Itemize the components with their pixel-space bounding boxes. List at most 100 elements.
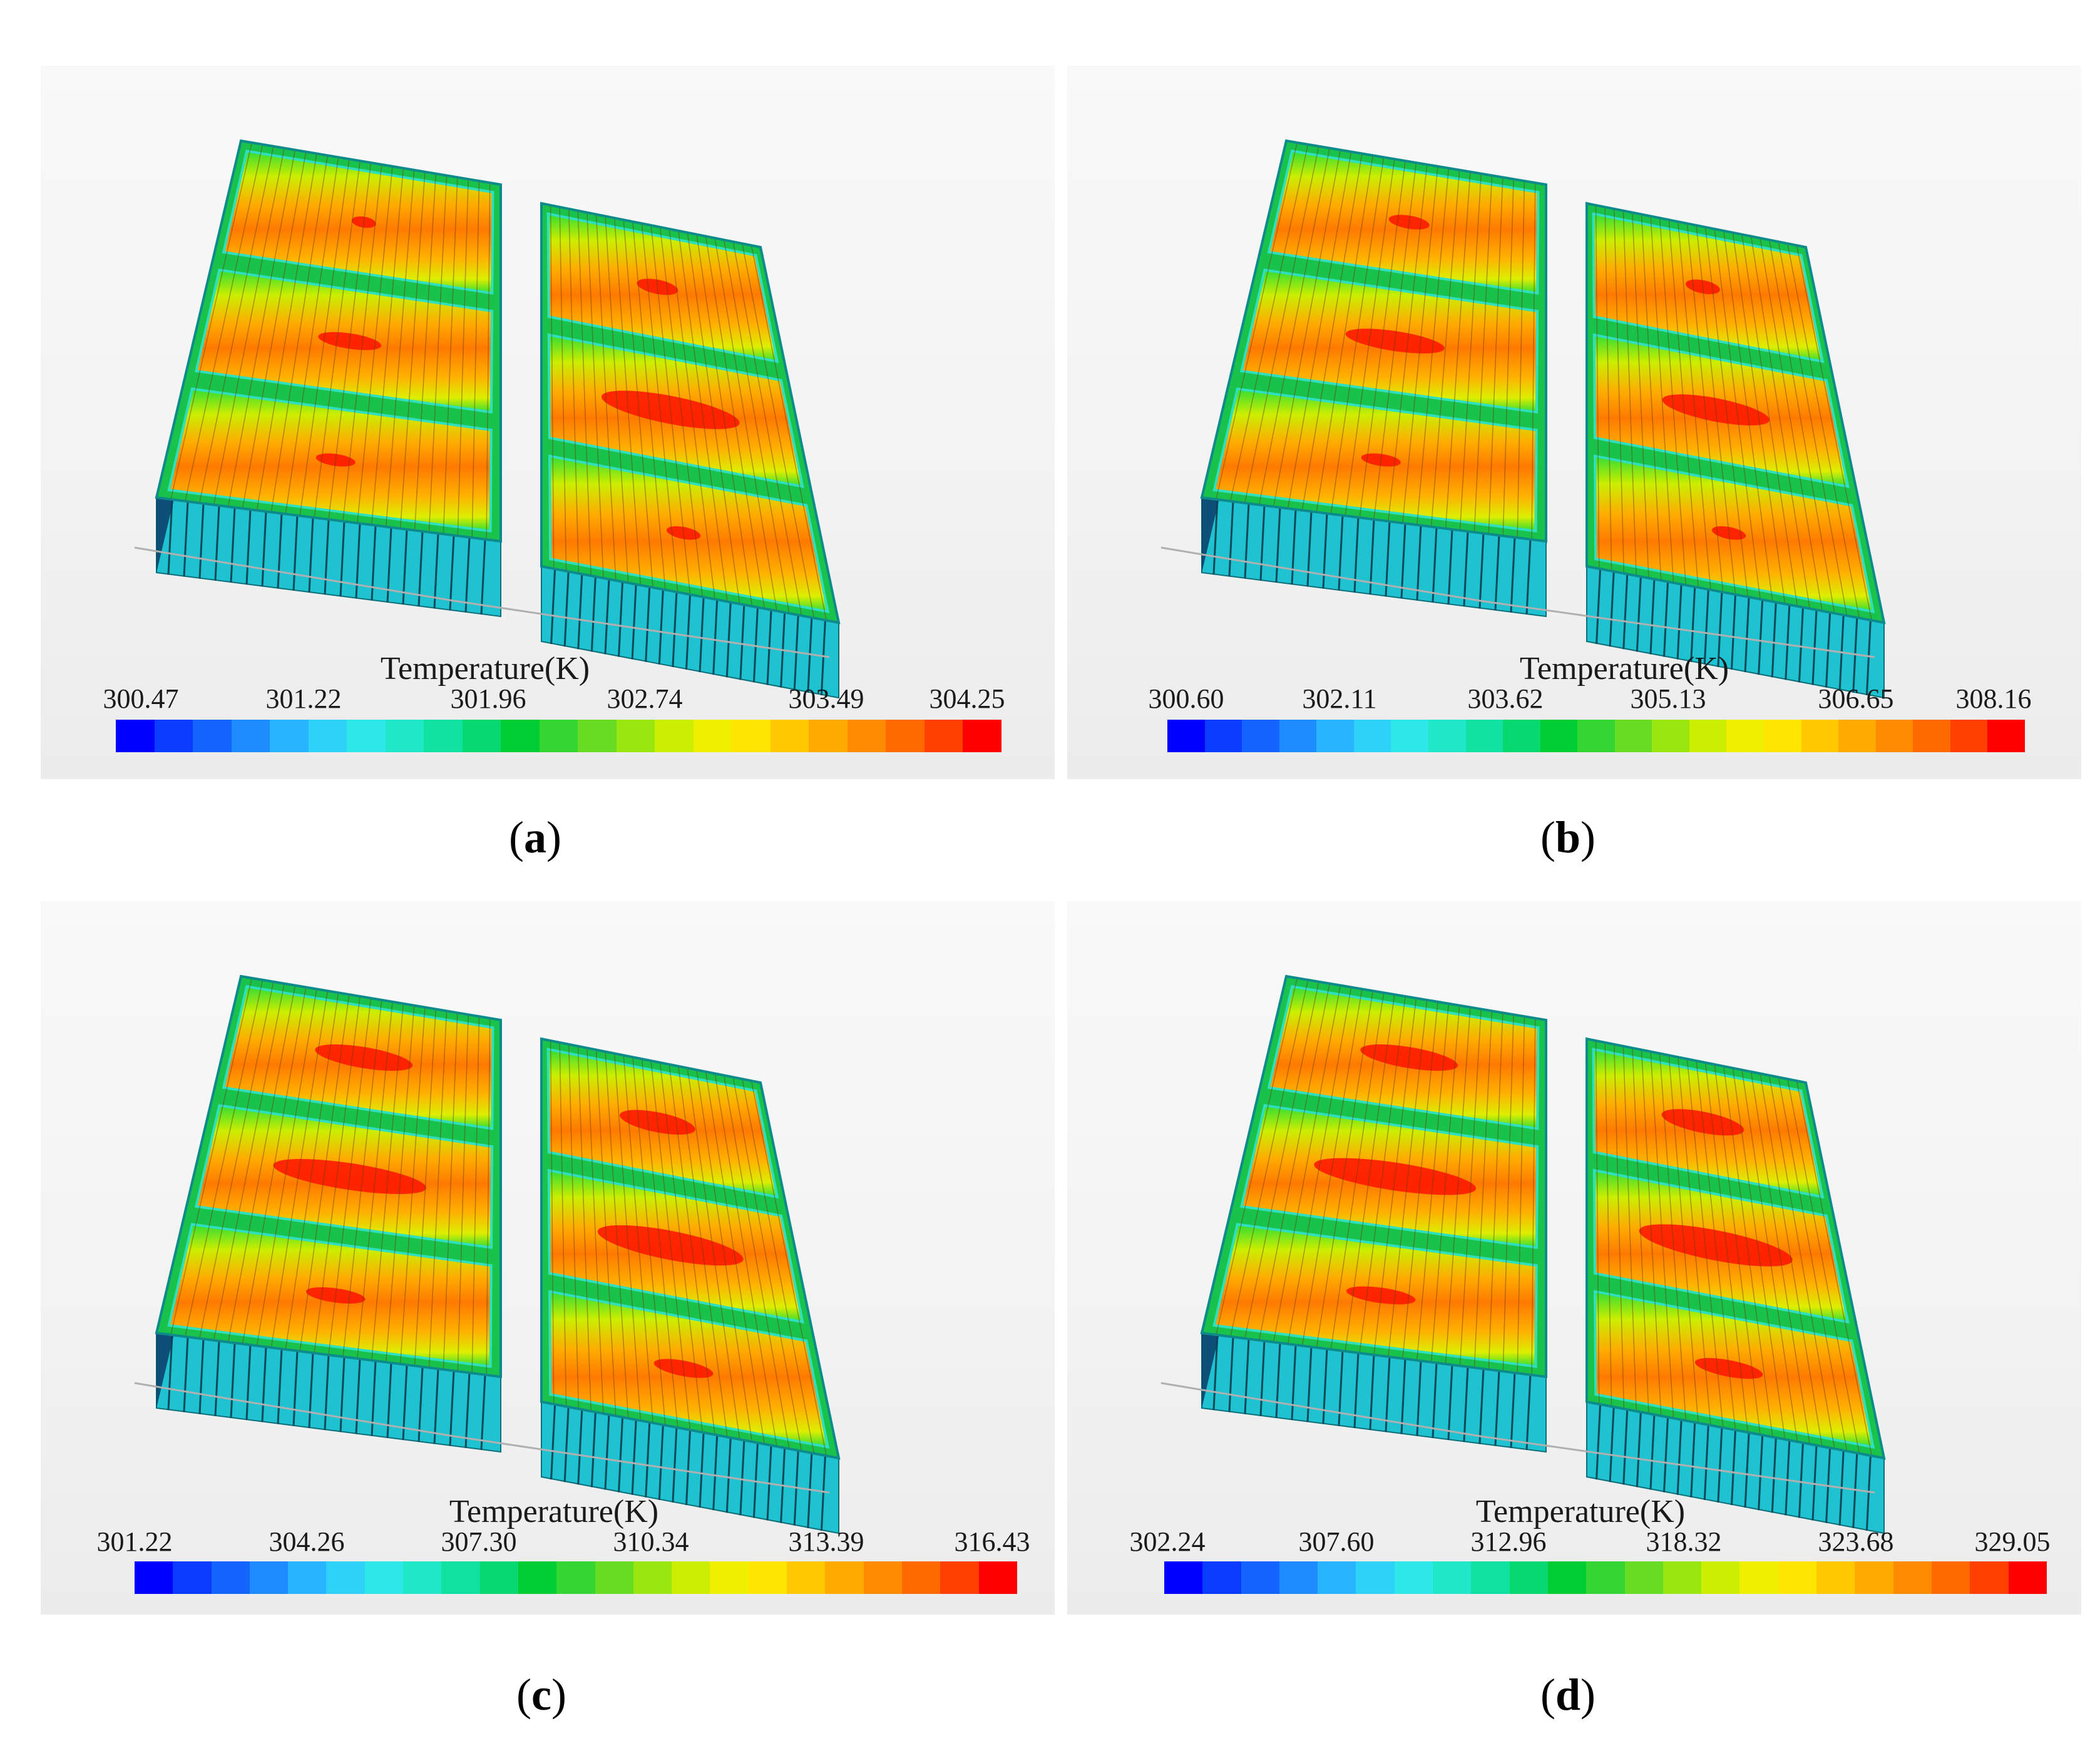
colorbar-swatch: [518, 1561, 557, 1594]
colorbar-swatch: [135, 1561, 173, 1594]
colorbar-tick-label: 302.11: [1302, 683, 1377, 714]
colorbar-swatch: [1509, 1561, 1548, 1594]
colorbar-swatch: [1394, 1561, 1433, 1594]
colorbar-swatch: [633, 1561, 672, 1594]
colorbar-swatch: [1950, 720, 1988, 752]
colorbar-swatch: [748, 1561, 787, 1594]
colorbar-swatch: [1739, 1561, 1778, 1594]
battery-module: [1200, 139, 1547, 618]
battery-pack-render: [134, 139, 841, 699]
colorbar-swatch: [1428, 720, 1466, 752]
colorbar-swatch: [1931, 1561, 1970, 1594]
colorbar-swatch: [863, 1561, 902, 1594]
colorbar-swatch: [1279, 1561, 1318, 1594]
bounding-frame: [1160, 546, 1875, 658]
colorbar-swatch: [963, 720, 1001, 752]
colorbar-swatch: [1586, 1561, 1625, 1594]
colorbar-tick-label: 323.68: [1818, 1526, 1894, 1557]
colorbar-tick-label: 307.30: [441, 1526, 517, 1557]
colorbar-swatch: [978, 1561, 1017, 1594]
panel-label-b: (b): [1540, 812, 1595, 862]
battery-module: [540, 1037, 841, 1534]
colorbar-swatch: [1164, 1561, 1203, 1594]
colorbar-tick-label: 303.49: [788, 683, 864, 714]
colorbar-swatch: [270, 720, 309, 752]
colorbar-swatch: [424, 720, 463, 752]
colorbar-swatch: [1279, 720, 1317, 752]
colorbar-swatch: [1391, 720, 1428, 752]
battery-module: [155, 974, 502, 1453]
colorbar-swatch: [1202, 1561, 1241, 1594]
colorbar-swatch: [154, 720, 193, 752]
colorbar-swatch: [249, 1561, 289, 1594]
colorbar-title: Temperature(K): [1519, 651, 1729, 687]
colorbar-swatch: [501, 720, 540, 752]
colorbar-swatch: [288, 1561, 327, 1594]
colorbar-swatch: [326, 1561, 365, 1594]
colorbar-swatch: [672, 1561, 710, 1594]
colorbar-swatch: [479, 1561, 518, 1594]
panel-c: Temperature(K) 301.22 304.26 307.30 310.…: [41, 901, 1055, 1615]
colorbar-swatch: [1316, 720, 1354, 752]
colorbar-swatch: [710, 1561, 749, 1594]
colorbar-tick-label: 308.16: [1955, 683, 2032, 714]
colorbar-swatch: [940, 1561, 979, 1594]
colorbar-swatch: [886, 720, 925, 752]
colorbar-swatch: [847, 720, 886, 752]
colorbar-swatch: [787, 1561, 826, 1594]
colorbar-tick-label: 301.22: [96, 1526, 173, 1557]
colorbar-swatch: [1547, 1561, 1587, 1594]
panel-label-c: (c): [516, 1670, 566, 1720]
colorbar-swatch: [1465, 720, 1503, 752]
colorbar-tick-label: 316.43: [954, 1526, 1030, 1557]
colorbar-tick-label: 329.05: [1974, 1526, 2051, 1557]
colorbar-tick-label: 302.24: [1129, 1526, 1206, 1557]
panel-a: Temperature(K) 300.47 301.22 301.96 302.…: [41, 66, 1055, 779]
colorbar-swatch: [1816, 1561, 1855, 1594]
colorbar-swatch: [1318, 1561, 1356, 1594]
colorbar-swatch: [1242, 720, 1279, 752]
battery-pack-render: [134, 974, 841, 1534]
colorbar-swatch: [1433, 1561, 1472, 1594]
colorbar-swatch: [1577, 720, 1615, 752]
panel-label-a: (a): [509, 812, 561, 862]
colorbar-swatch: [308, 720, 347, 752]
panel-b: Temperature(K) 300.60 302.11 303.62 305.…: [1067, 66, 2081, 779]
colorbar: [135, 1561, 1017, 1594]
colorbar-swatch: [364, 1561, 404, 1594]
colorbar-swatch: [1614, 720, 1652, 752]
colorbar-tick-label: 305.13: [1630, 683, 1706, 714]
colorbar-swatch: [1689, 720, 1727, 752]
colorbar-swatch: [1167, 720, 1205, 752]
colorbar-swatch: [595, 1561, 633, 1594]
colorbar-swatch: [1855, 1561, 1893, 1594]
colorbar-swatch: [539, 720, 578, 752]
colorbar-swatch: [556, 1561, 595, 1594]
battery-module: [540, 202, 841, 699]
colorbar-tick-label: 304.26: [269, 1526, 345, 1557]
colorbar-swatch: [116, 720, 155, 752]
colorbar-tick-label: 310.34: [613, 1526, 689, 1557]
colorbar-swatch: [385, 720, 424, 752]
colorbar-swatch: [1875, 720, 1913, 752]
colorbar-swatch: [1662, 1561, 1702, 1594]
battery-module: [1585, 1037, 1886, 1534]
colorbar-tick-label: 313.39: [788, 1526, 864, 1557]
colorbar-tick-label: 306.65: [1818, 683, 1894, 714]
colorbar-swatch: [231, 720, 270, 752]
colorbar-swatch: [1778, 1561, 1817, 1594]
colorbar-tick-label: 307.60: [1298, 1526, 1375, 1557]
colorbar-tick-label: 300.60: [1148, 683, 1224, 714]
colorbar-swatch: [462, 720, 501, 752]
colorbar-swatch: [1652, 720, 1689, 752]
colorbar-swatch: [732, 720, 771, 752]
colorbar-swatch: [1241, 1561, 1279, 1594]
colorbar-swatch: [441, 1561, 480, 1594]
colorbar-swatch: [1970, 1561, 2009, 1594]
colorbar-tick-label: 318.32: [1646, 1526, 1722, 1557]
colorbar-swatch: [1204, 720, 1242, 752]
colorbar-swatch: [901, 1561, 941, 1594]
panel-label-d: (d): [1540, 1670, 1595, 1720]
battery-pack-render: [1160, 139, 1886, 699]
colorbar-swatch: [1353, 720, 1391, 752]
